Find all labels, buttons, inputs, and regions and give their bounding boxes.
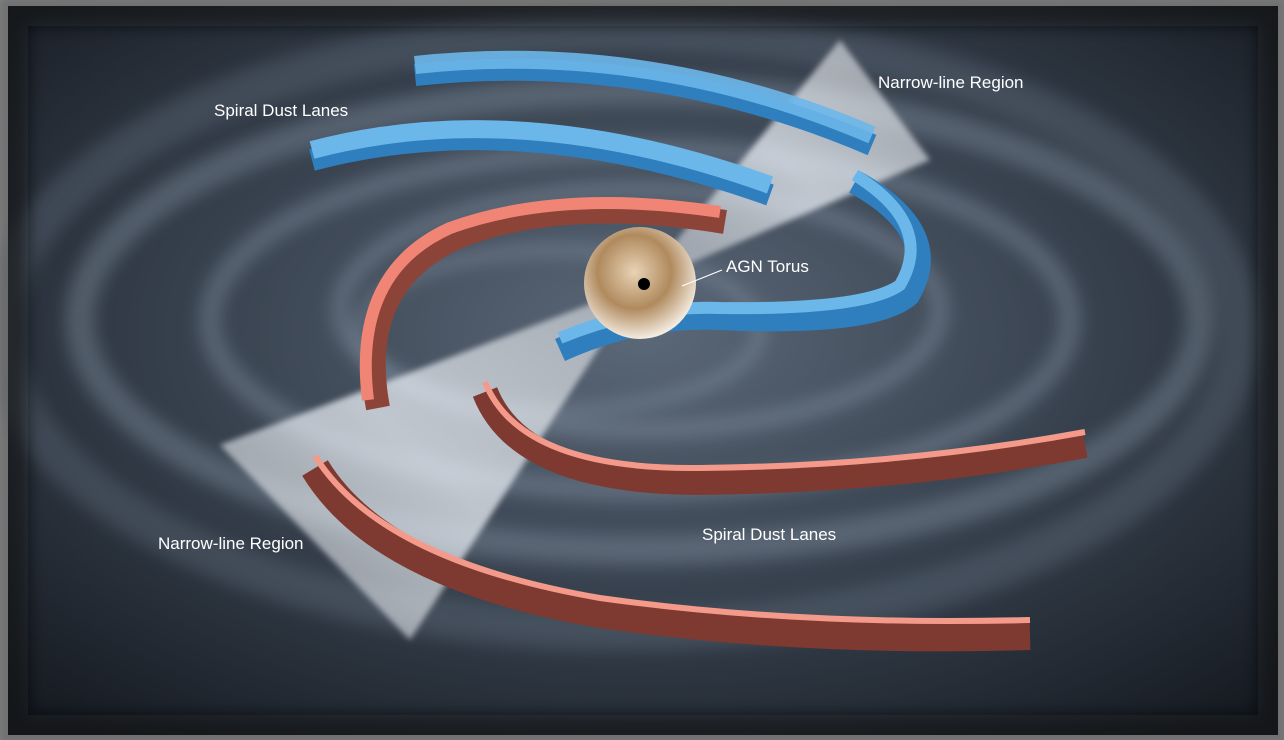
ribbon-blue [414, 50, 876, 144]
ribbon-blue [309, 120, 774, 194]
ribbon-red [482, 380, 1086, 472]
ribbons [302, 50, 1088, 652]
ribbon-side [302, 459, 1031, 652]
leader-line [681, 269, 723, 287]
ribbon-side [472, 386, 1088, 496]
ribbon-red [359, 197, 721, 401]
label: Narrow-line Region [878, 73, 1024, 92]
ribbon-side [309, 128, 774, 206]
cone-bottom [220, 285, 640, 640]
ribbon-red [312, 454, 1031, 625]
label: Narrow-line Region [158, 534, 304, 553]
black-hole [638, 278, 650, 290]
label: AGN Torus [726, 257, 809, 276]
label: Spiral Dust Lanes [702, 525, 836, 544]
label: Spiral Dust Lanes [214, 101, 348, 120]
ribbon-side [413, 58, 877, 156]
ribbon-side [361, 199, 727, 411]
